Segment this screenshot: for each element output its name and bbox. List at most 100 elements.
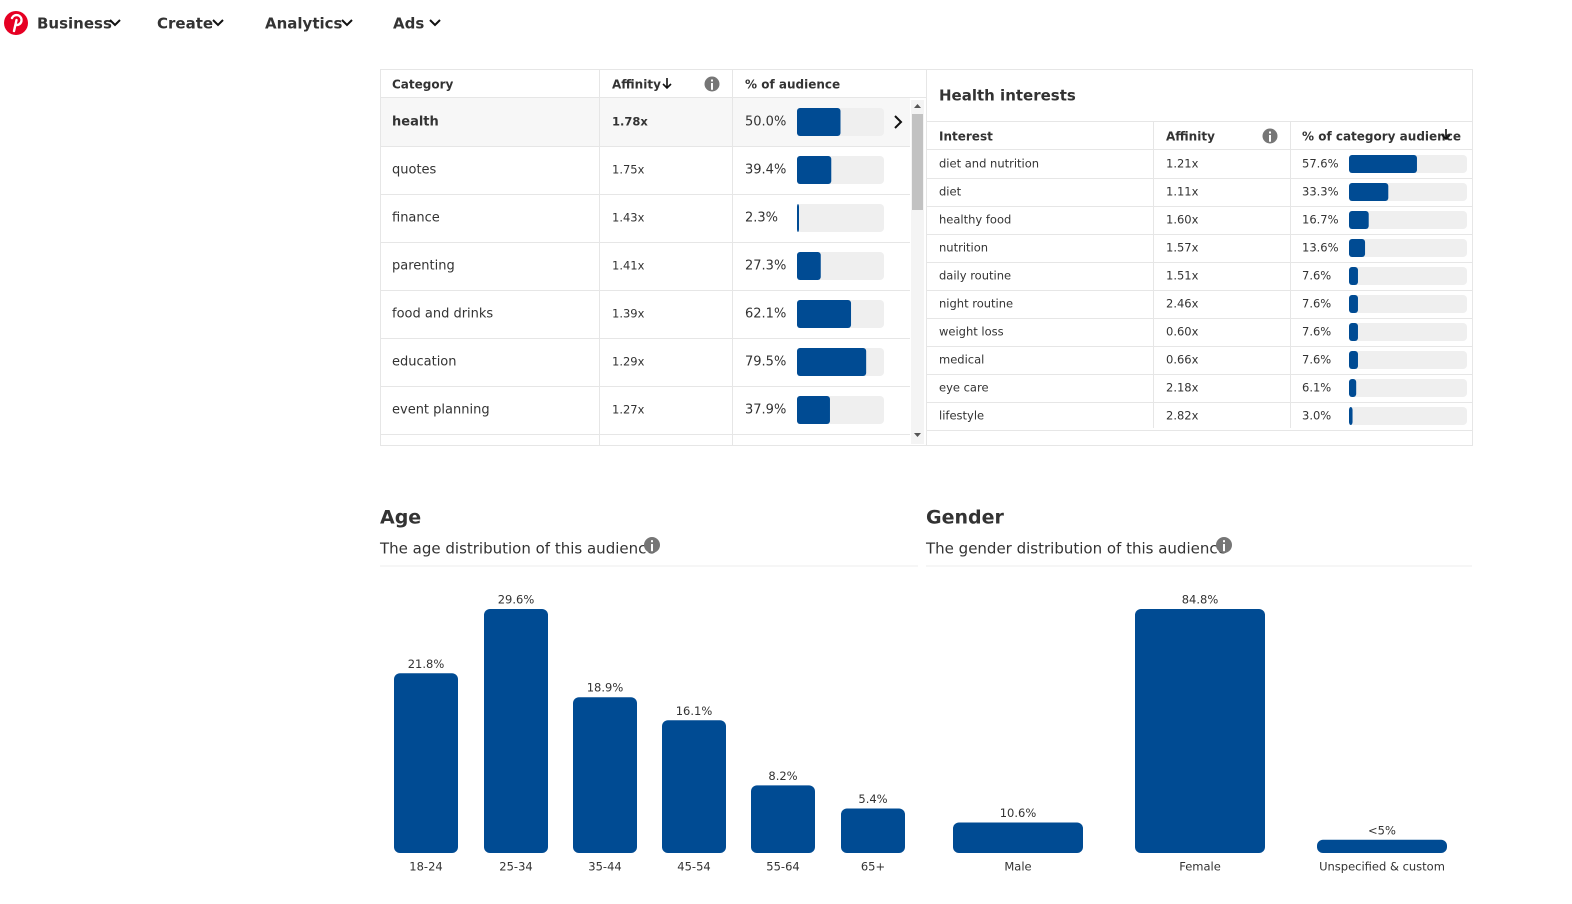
percent-label: 16.7% bbox=[1302, 213, 1339, 227]
affinity: 1.29x bbox=[612, 355, 645, 369]
category-name[interactable]: education bbox=[392, 355, 457, 370]
bar-track bbox=[1349, 379, 1467, 397]
bar bbox=[394, 673, 458, 853]
logo-mark bbox=[10, 13, 23, 33]
info-glyph bbox=[1223, 544, 1225, 552]
nav-item[interactable]: Analytics bbox=[265, 15, 343, 33]
info-glyph bbox=[711, 79, 713, 82]
category-name[interactable]: quotes bbox=[392, 163, 437, 178]
info-glyph bbox=[651, 544, 653, 552]
bar bbox=[484, 609, 548, 853]
interest-name: diet and nutrition bbox=[939, 157, 1039, 171]
category-name[interactable]: finance bbox=[392, 211, 440, 226]
chevron bbox=[341, 19, 353, 27]
percent-label: 37.9% bbox=[745, 403, 786, 418]
percent-label: 13.6% bbox=[1302, 241, 1339, 255]
bar bbox=[1349, 379, 1357, 397]
bar-track bbox=[1349, 407, 1467, 425]
bar bbox=[797, 108, 841, 136]
affinity: 2.82x bbox=[1166, 409, 1199, 423]
bar bbox=[841, 808, 905, 853]
bar bbox=[1317, 839, 1447, 853]
chart-subtitle: The gender distribution of this audience bbox=[925, 540, 1227, 558]
info-glyph bbox=[711, 83, 713, 90]
bar bbox=[797, 204, 800, 232]
nav-item[interactable]: Ads bbox=[393, 15, 424, 33]
percent-label: 7.6% bbox=[1302, 269, 1331, 283]
bar-track bbox=[1349, 239, 1467, 257]
percent-label: 62.1% bbox=[745, 307, 786, 322]
bar bbox=[1135, 609, 1265, 853]
affinity: 1.11x bbox=[1166, 185, 1199, 199]
affinity: 1.21x bbox=[1166, 157, 1199, 171]
bar-track bbox=[1349, 267, 1467, 285]
interest-name: healthy food bbox=[939, 213, 1011, 227]
chevron bbox=[429, 19, 441, 27]
category-name[interactable]: event planning bbox=[392, 403, 490, 418]
affinity: 1.78x bbox=[612, 115, 648, 129]
x-tick-label: Male bbox=[1004, 860, 1031, 874]
column-header: % of audience bbox=[745, 78, 840, 92]
percent-label: 57.6% bbox=[1302, 157, 1339, 171]
column-header: Affinity bbox=[612, 78, 661, 92]
percent-label: 39.4% bbox=[745, 163, 786, 178]
value-label: 84.8% bbox=[1182, 593, 1219, 607]
value-label: 5.4% bbox=[858, 792, 887, 806]
chevron bbox=[212, 19, 224, 27]
x-tick-label: 45-54 bbox=[677, 860, 710, 874]
x-tick-label: 35-44 bbox=[588, 860, 621, 874]
bar-track bbox=[1349, 351, 1467, 369]
interest-name: diet bbox=[939, 185, 962, 199]
bar bbox=[797, 396, 830, 424]
value-label: 10.6% bbox=[1000, 806, 1037, 820]
nav-item[interactable]: Business bbox=[37, 15, 112, 33]
percent-label: 3.0% bbox=[1302, 409, 1331, 423]
percent-label: 79.5% bbox=[745, 355, 786, 370]
affinity: 1.41x bbox=[612, 259, 645, 273]
value-label: 29.6% bbox=[498, 593, 535, 607]
bar bbox=[573, 697, 637, 853]
affinity: 1.75x bbox=[612, 163, 645, 177]
category-name[interactable]: health bbox=[392, 115, 439, 130]
nav-item[interactable]: Create bbox=[157, 15, 213, 33]
percent-label: 7.6% bbox=[1302, 297, 1331, 311]
interest-name: weight loss bbox=[939, 325, 1004, 339]
value-label: 16.1% bbox=[676, 704, 713, 718]
category-name[interactable]: parenting bbox=[392, 259, 455, 274]
x-tick-label: 25-34 bbox=[499, 860, 532, 874]
info-glyph bbox=[651, 540, 653, 543]
affinity: 0.60x bbox=[1166, 325, 1199, 339]
x-tick-label: 65+ bbox=[861, 860, 885, 874]
category-name[interactable]: food and drinks bbox=[392, 307, 493, 322]
bar bbox=[1349, 239, 1366, 257]
bar bbox=[662, 720, 726, 853]
percent-label: 6.1% bbox=[1302, 381, 1331, 395]
chart-title: Age bbox=[380, 507, 421, 529]
interest-name: eye care bbox=[939, 381, 989, 395]
affinity: 2.18x bbox=[1166, 381, 1199, 395]
value-label: 8.2% bbox=[768, 769, 797, 783]
affinity: 0.66x bbox=[1166, 353, 1199, 367]
scroll-thumb[interactable] bbox=[912, 114, 923, 210]
interest-name: nutrition bbox=[939, 241, 988, 255]
bar bbox=[1349, 407, 1353, 425]
panel-title: Health interests bbox=[939, 87, 1076, 105]
affinity: 1.51x bbox=[1166, 269, 1199, 283]
bar bbox=[797, 348, 867, 376]
bar-track bbox=[1349, 323, 1467, 341]
affinity: 1.57x bbox=[1166, 241, 1199, 255]
percent-label: 7.6% bbox=[1302, 353, 1331, 367]
bar bbox=[797, 300, 852, 328]
bar bbox=[797, 252, 821, 280]
bar bbox=[797, 156, 832, 184]
row-arrow[interactable] bbox=[894, 115, 903, 129]
bar bbox=[751, 785, 815, 853]
value-label: <5% bbox=[1368, 823, 1396, 837]
bar bbox=[1349, 211, 1369, 229]
interest-name: lifestyle bbox=[939, 409, 984, 423]
affinity: 2.46x bbox=[1166, 297, 1199, 311]
bar-track bbox=[1349, 295, 1467, 313]
interest-name: medical bbox=[939, 353, 984, 367]
value-label: 18.9% bbox=[587, 681, 624, 695]
